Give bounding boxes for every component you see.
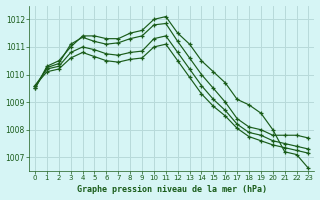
X-axis label: Graphe pression niveau de la mer (hPa): Graphe pression niveau de la mer (hPa) xyxy=(77,185,267,194)
